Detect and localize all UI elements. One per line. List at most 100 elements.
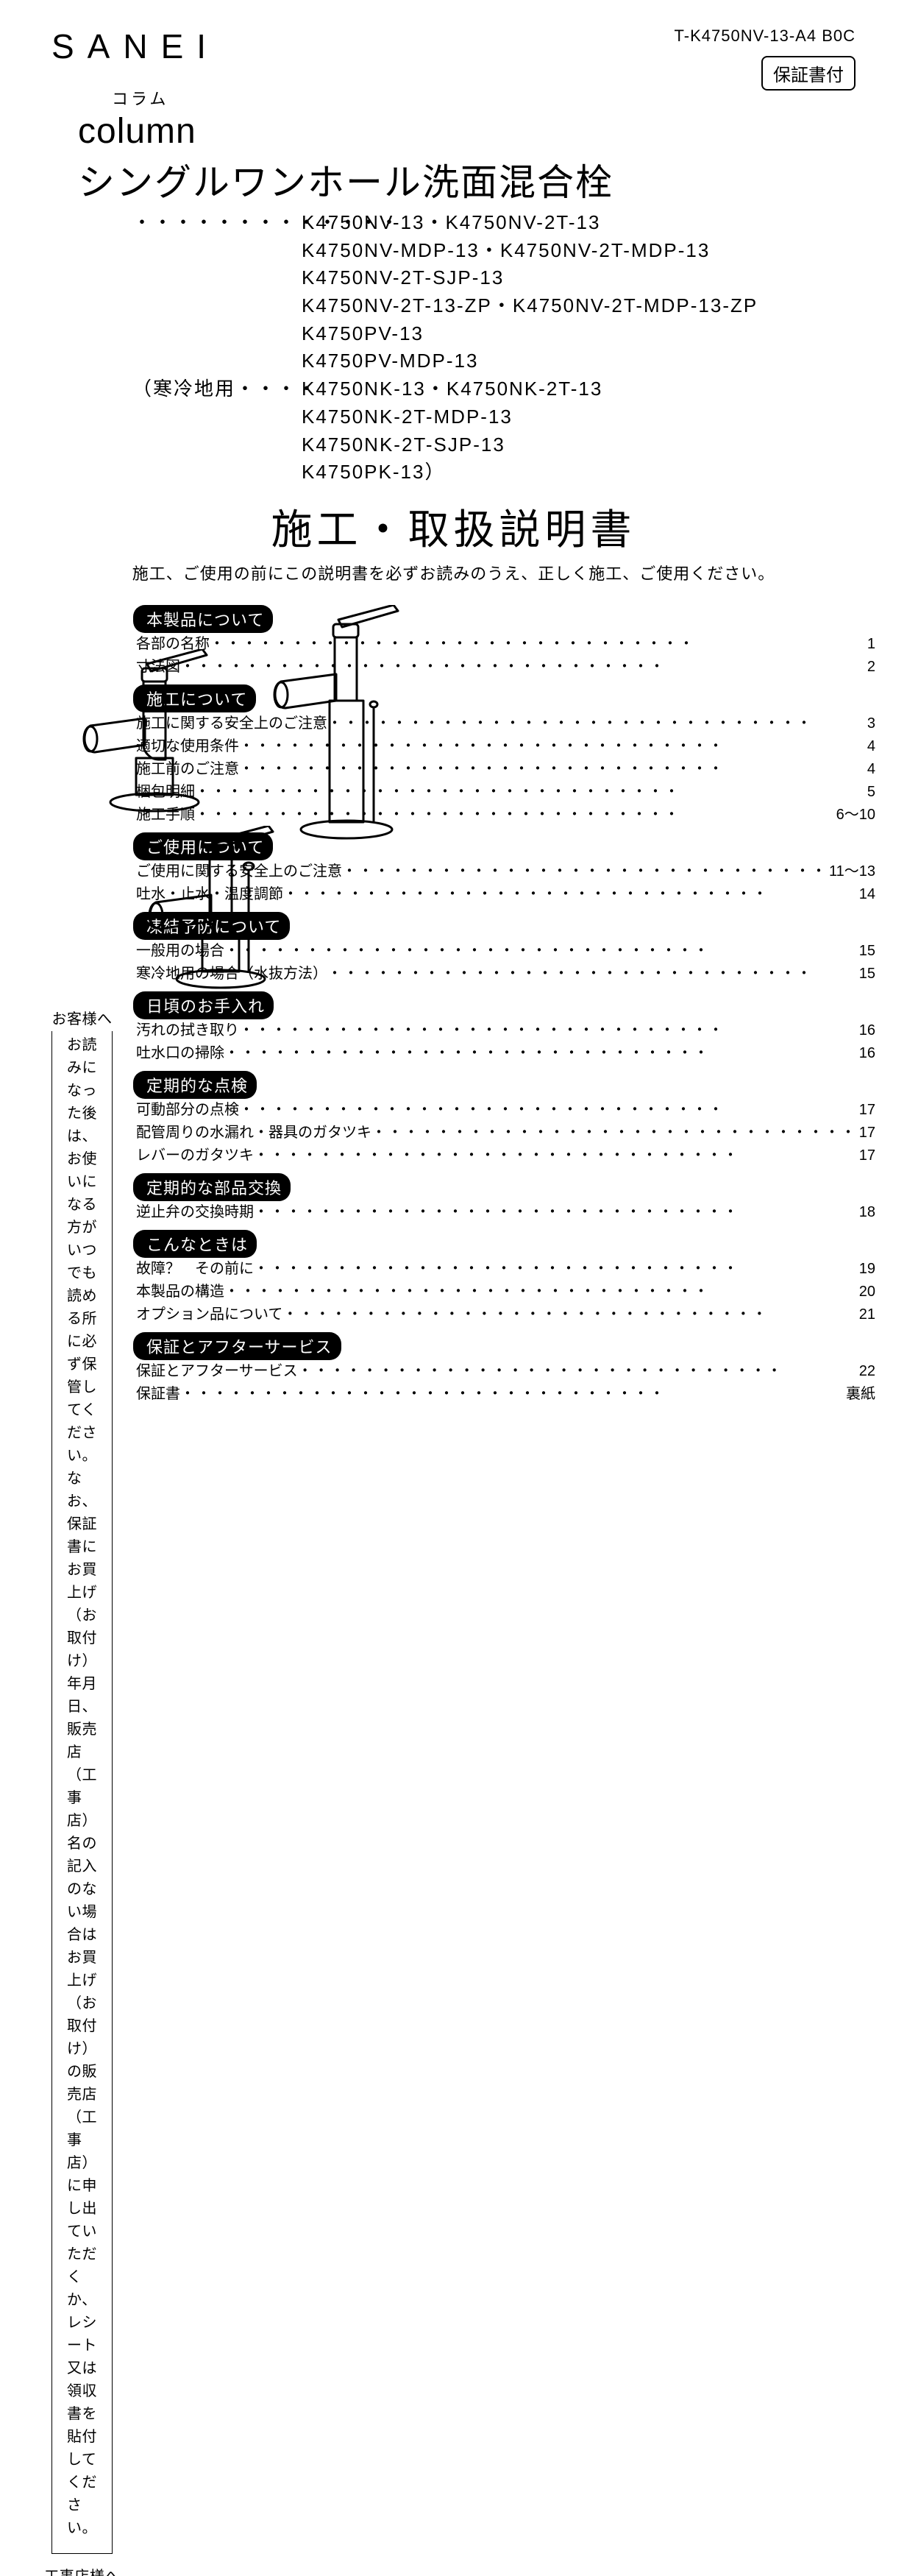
document-code: T-K4750NV-13-A4 B0C — [675, 26, 856, 46]
toc-section: 本製品について各部の名称・・・・・・・・・・・・・・・・・・・・・・・・・・・・… — [133, 605, 875, 679]
model-number-line: K4750NV-2T-13-ZP・K4750NV-2T-MDP-13-ZP — [302, 292, 856, 320]
toc-item-page: 11～13 — [828, 860, 875, 883]
product-title: シングルワンホール洗面混合栓 — [78, 153, 856, 206]
toc-item-page: 14 — [858, 883, 875, 906]
toc-item: 保証書・・・・・・・・・・・・・・・・・・・・・・・・・・・・・・裏紙 — [133, 1383, 875, 1406]
toc-dots: ・・・・・・・・・・・・・・・・・・・・・・・・・・・・・・ — [254, 1258, 858, 1281]
toc-item-page: 20 — [858, 1281, 875, 1303]
toc-dots: ・・・・・・・・・・・・・・・・・・・・・・・・・・・・・・ — [254, 1201, 858, 1224]
toc-heading: 定期的な部品交換 — [133, 1173, 291, 1201]
faucet-with-rod-icon — [140, 826, 309, 1017]
toc-section: こんなときは故障？ その前に・・・・・・・・・・・・・・・・・・・・・・・・・・… — [133, 1230, 875, 1326]
model-number-line: K4750PV-MDP-13 — [302, 347, 856, 375]
toc-item-page: 21 — [858, 1303, 875, 1326]
toc-section: 定期的な点検可動部分の点検・・・・・・・・・・・・・・・・・・・・・・・・・・・… — [133, 1071, 875, 1167]
toc-item: 吐水口の掃除・・・・・・・・・・・・・・・・・・・・・・・・・・・・・・16 — [133, 1042, 875, 1065]
toc-item: レバーのガタツキ・・・・・・・・・・・・・・・・・・・・・・・・・・・・・・17 — [133, 1144, 875, 1167]
toc-item: オプション品について・・・・・・・・・・・・・・・・・・・・・・・・・・・・・・… — [133, 1303, 875, 1326]
contractor-notice-legend: 工事店様へ — [38, 2566, 126, 2576]
model-number-line: K4750PK-13） — [302, 459, 856, 486]
toc-item-label: 吐水口の掃除 — [136, 1042, 224, 1065]
toc-dots: ・・・・・・・・・・・・・・・・・・・・・・・・・・・・・・ — [224, 1042, 858, 1065]
model-number-line: K4750NV-MDP-13・K4750NV-2T-MDP-13 — [302, 237, 856, 265]
toc-item: 施工前のご注意・・・・・・・・・・・・・・・・・・・・・・・・・・・・・・4 — [133, 758, 875, 781]
toc-item-label: 保証書 — [136, 1383, 180, 1406]
toc-item-page: 18 — [858, 1201, 875, 1224]
model-number-line: K4750NK-2T-SJP-13 — [302, 431, 856, 459]
toc-item-label: 保証とアフターサービス — [136, 1360, 298, 1383]
brand-logo: SANEI — [51, 26, 219, 66]
toc-item-page: 17 — [858, 1099, 875, 1122]
manual-subtitle: 施工、ご使用の前にこの説明書を必ずお読みのうえ、正しく施工、ご使用ください。 — [51, 561, 856, 584]
toc-dots: ・・・・・・・・・・・・・・・・・・・・・・・・・・・・・・ — [327, 963, 858, 986]
toc-item-page: 17 — [858, 1144, 875, 1167]
toc-item-page: 4 — [866, 758, 875, 781]
contractor-notice-box: 工事店様へ 施工後、保証書に貴店名ならびにお取付け年月日をご記入のうえ、本書と共… — [51, 2575, 113, 2576]
toc-item-label: オプション品について — [136, 1303, 282, 1326]
toc-item: 可動部分の点検・・・・・・・・・・・・・・・・・・・・・・・・・・・・・・17 — [133, 1099, 875, 1122]
toc-item-page: 裏紙 — [844, 1383, 875, 1406]
toc-item: 梱包明細・・・・・・・・・・・・・・・・・・・・・・・・・・・・・・5 — [133, 781, 875, 804]
toc-item: 適切な使用条件・・・・・・・・・・・・・・・・・・・・・・・・・・・・・・4 — [133, 735, 875, 758]
toc-item: 本製品の構造・・・・・・・・・・・・・・・・・・・・・・・・・・・・・・20 — [133, 1281, 875, 1303]
toc-dots: ・・・・・・・・・・・・・・・・・・・・・・・・・・・・・・ — [239, 1019, 858, 1042]
manual-main-title: 施工・取扱説明書 — [51, 497, 856, 556]
series-name-en: column — [78, 111, 856, 152]
toc-item-page: 19 — [858, 1258, 875, 1281]
warranty-badge: 保証書付 — [761, 56, 856, 91]
toc-section: 保証とアフターサービス保証とアフターサービス・・・・・・・・・・・・・・・・・・… — [133, 1332, 875, 1406]
toc-item-label: 逆止弁の交換時期 — [136, 1201, 254, 1224]
customer-notice-legend: お客様へ — [46, 1008, 118, 1031]
model-number-line: K4750PV-13 — [302, 320, 856, 348]
toc-item: 故障？ その前に・・・・・・・・・・・・・・・・・・・・・・・・・・・・・・19 — [133, 1258, 875, 1281]
toc-dots: ・・・・・・・・・・・・・・・・・・・・・・・・・・・・・・ — [224, 940, 858, 963]
toc-item-page: 1 — [866, 633, 875, 656]
toc-item-page: 15 — [858, 963, 875, 986]
model-numbers-block: ・・・・・・・・・・・・・ K4750NV-13・K4750NV-2T-13K4… — [132, 209, 856, 486]
toc-heading: 本製品について — [133, 605, 273, 633]
model-number-line: K4750NV-13・K4750NV-2T-13 — [302, 209, 856, 237]
models-dots-prefix: ・・・・・・・・・・・・・ — [132, 209, 302, 375]
toc-dots: ・・・・・・・・・・・・・・・・・・・・・・・・・・・・・・ — [180, 1383, 844, 1406]
toc-dots: ・・・・・・・・・・・・・・・・・・・・・・・・・・・・・・ — [224, 1281, 858, 1303]
toc-item-label: 故障？ その前に — [136, 1258, 254, 1281]
toc-item-page: 22 — [858, 1360, 875, 1383]
model-number-line: K4750NV-2T-SJP-13 — [302, 264, 856, 292]
toc-dots: ・・・・・・・・・・・・・・・・・・・・・・・・・・・・・・ — [239, 1099, 858, 1122]
toc-item-page: 5 — [866, 781, 875, 804]
toc-item-page: 15 — [858, 940, 875, 963]
toc-heading: 保証とアフターサービス — [133, 1332, 341, 1360]
toc-item: 逆止弁の交換時期・・・・・・・・・・・・・・・・・・・・・・・・・・・・・・18 — [133, 1201, 875, 1224]
toc-item: 寸法図・・・・・・・・・・・・・・・・・・・・・・・・・・・・・・2 — [133, 656, 875, 679]
toc-dots: ・・・・・・・・・・・・・・・・・・・・・・・・・・・・・・ — [298, 1360, 858, 1383]
toc-item-page: 17 — [858, 1122, 875, 1144]
faucet-short-icon — [77, 649, 224, 841]
customer-notice-box: お客様へ お読みになった後は、お使いになる方がいつでも読める所に必ず保管してくだ… — [51, 1017, 113, 2554]
toc-heading: こんなときは — [133, 1230, 257, 1258]
toc-item-label: 配管周りの水漏れ・器具のガタツキ — [136, 1122, 371, 1144]
toc-item-page: 6～10 — [835, 804, 875, 827]
model-number-line: K4750NK-2T-MDP-13 — [302, 403, 856, 431]
toc-item: 汚れの拭き取り・・・・・・・・・・・・・・・・・・・・・・・・・・・・・・16 — [133, 1019, 875, 1042]
toc-item: 各部の名称・・・・・・・・・・・・・・・・・・・・・・・・・・・・・・1 — [133, 633, 875, 656]
models-cold-prefix: （寒冷地用・・・・ — [132, 375, 302, 486]
toc-item-label: 本製品の構造 — [136, 1281, 224, 1303]
toc-item-page: 2 — [866, 656, 875, 679]
toc-item-page: 4 — [866, 735, 875, 758]
customer-notice-body: お読みになった後は、お使いになる方がいつでも読める所に必ず保管してください。なお… — [67, 1034, 97, 2540]
toc-section: 施工について施工に関する安全上のご注意・・・・・・・・・・・・・・・・・・・・・… — [133, 684, 875, 827]
toc-dots: ・・・・・・・・・・・・・・・・・・・・・・・・・・・・・・ — [282, 1303, 857, 1326]
toc-item: 保証とアフターサービス・・・・・・・・・・・・・・・・・・・・・・・・・・・・・… — [133, 1360, 875, 1383]
toc-dots: ・・・・・・・・・・・・・・・・・・・・・・・・・・・・・・ — [371, 1122, 858, 1144]
toc-item-page: 16 — [858, 1042, 875, 1065]
toc-section: 定期的な部品交換逆止弁の交換時期・・・・・・・・・・・・・・・・・・・・・・・・… — [133, 1173, 875, 1224]
toc-item-label: 汚れの拭き取り — [136, 1019, 239, 1042]
toc-item-label: レバーのガタツキ — [136, 1144, 254, 1167]
faucet-illustrations — [44, 605, 113, 1017]
toc-item: 施工に関する安全上のご注意・・・・・・・・・・・・・・・・・・・・・・・・・・・… — [133, 712, 875, 735]
toc-dots: ・・・・・・・・・・・・・・・・・・・・・・・・・・・・・・ — [283, 883, 858, 906]
toc-dots: ・・・・・・・・・・・・・・・・・・・・・・・・・・・・・・ — [254, 1144, 858, 1167]
toc-item: 配管周りの水漏れ・器具のガタツキ・・・・・・・・・・・・・・・・・・・・・・・・… — [133, 1122, 875, 1144]
toc-item-label: 可動部分の点検 — [136, 1099, 239, 1122]
toc-heading: 定期的な点検 — [133, 1071, 257, 1099]
